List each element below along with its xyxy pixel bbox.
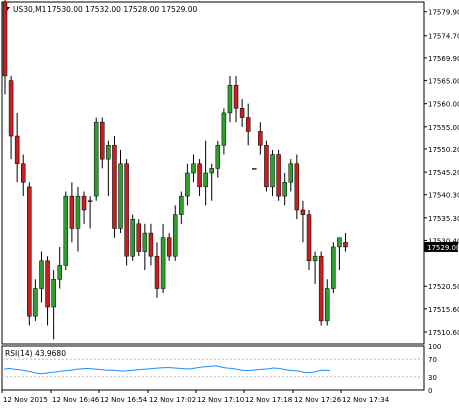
candle-bull	[324, 288, 330, 322]
candle-bull	[209, 168, 214, 174]
price-tick-label: 17545.20	[428, 169, 459, 177]
candle-bull	[282, 181, 287, 197]
price-tick-label: 17535.30	[428, 215, 459, 223]
candle-bull	[270, 154, 275, 188]
rsi-tick-label: 70	[428, 356, 437, 364]
candle-bull	[203, 172, 208, 188]
candle-bull	[87, 200, 93, 202]
candle-bull	[337, 237, 342, 248]
candle-bear	[124, 163, 129, 257]
candle-bull	[227, 84, 233, 114]
time-tick-label: 12 Nov 17:10	[197, 396, 244, 404]
candle-bear	[245, 117, 251, 132]
time-tick-label: 12 Nov 16:46	[52, 396, 100, 404]
time-tick-label: 12 Nov 16:54	[100, 396, 148, 404]
candle-bear	[258, 131, 263, 146]
rsi-layer	[2, 358, 424, 378]
candle-bear	[2, 1, 8, 77]
candle-bull	[93, 121, 99, 197]
symbol-label: US30,M1	[13, 5, 47, 14]
candle-bear	[264, 145, 269, 188]
candle-bull	[252, 168, 257, 170]
time-tick-label: 12 Nov 2015	[3, 396, 48, 404]
rsi-tick-label: 30	[428, 374, 437, 382]
candle-bull	[160, 237, 166, 289]
candle-bull	[288, 163, 294, 183]
price-tick-label: 17540.30	[428, 192, 459, 200]
candle-bear	[20, 163, 26, 183]
current-price-box	[424, 241, 458, 252]
rsi-tick-label: 0	[428, 387, 432, 395]
candle-bear	[148, 232, 154, 257]
candle-bull	[75, 195, 81, 229]
candle-bear	[343, 242, 348, 248]
current-price-text: 17529.00	[427, 244, 459, 252]
candle-bear	[45, 260, 50, 308]
price-tick-label: 17574.70	[428, 33, 459, 41]
candle-bear	[276, 154, 281, 197]
candle-bull	[106, 145, 111, 160]
time-tick-label: 12 Nov 17:18	[245, 396, 292, 404]
candle-bear	[294, 163, 300, 211]
rsi-line	[3, 365, 331, 375]
rsi-panel-frame	[1, 345, 425, 391]
price-tick-label: 17550.20	[428, 146, 459, 154]
candle-bull	[118, 163, 123, 229]
rsi-axis: 100 70 30 0	[428, 343, 441, 395]
price-tick-label: 17555.00	[428, 124, 459, 132]
price-tick-label: 17569.90	[428, 55, 459, 63]
candle-bear	[69, 195, 75, 229]
candle-bear	[166, 237, 172, 257]
time-tick-label: 12 Nov 17:02	[149, 396, 196, 404]
candle-bull	[142, 232, 148, 252]
current-price-marker: 17529.00	[424, 241, 459, 252]
price-tick-label: 17510.60	[428, 329, 459, 337]
ohlc-readout: 17530.00 17532.00 17528.00 17529.00	[47, 5, 198, 14]
candle-bear	[233, 84, 239, 109]
rsi-tick-label: 100	[428, 343, 441, 351]
price-tick-label: 17560.00	[428, 101, 459, 109]
candle-bull	[51, 279, 56, 308]
candle-bull	[221, 112, 227, 146]
candle-bear	[8, 80, 14, 137]
time-tick-label: 12 Nov 17:26	[294, 396, 342, 404]
candle-bull	[130, 218, 135, 257]
price-tick-label: 17579.90	[428, 9, 459, 17]
price-axis: 17579.90 17574.70 17569.90 17565.00 17560.00…	[424, 9, 459, 337]
candle-bull	[33, 288, 38, 317]
time-tick-label: 12 Nov 17:34	[342, 396, 390, 404]
candle-bear	[100, 121, 105, 160]
candle-bear	[318, 255, 324, 322]
candle-bull	[179, 195, 184, 215]
candle-bull	[172, 214, 178, 257]
price-tick-label: 17515.60	[428, 306, 459, 314]
candle-bear	[300, 209, 306, 215]
price-tick-label: 17565.00	[428, 78, 459, 86]
price-tick-label: 17530.40	[428, 237, 459, 245]
price-tick-label: 17520.50	[428, 283, 459, 291]
candle-bull	[57, 265, 62, 280]
candle-bear	[197, 163, 202, 188]
candle-bear	[136, 223, 142, 252]
candle-bear	[239, 108, 245, 118]
candle-bull	[185, 172, 190, 197]
candles-layer	[2, 0, 348, 340]
candle-bull	[215, 145, 221, 169]
rsi-title: RSI(14) 43.9680	[5, 349, 66, 358]
candle-bear	[154, 255, 160, 289]
candle-bull	[312, 255, 318, 262]
candle-bull	[63, 195, 69, 266]
candle-bear	[81, 195, 87, 211]
candle-bull	[191, 163, 196, 174]
candle-bear	[27, 186, 32, 317]
candle-bull	[331, 246, 336, 289]
time-axis: 12 Nov 2015 12 Nov 16:46 12 Nov 16:54 12 No…	[1, 390, 390, 404]
candle-bear	[306, 214, 312, 262]
candle-bull	[39, 260, 44, 289]
candle-bear	[14, 135, 20, 165]
candle-bear	[112, 145, 117, 229]
